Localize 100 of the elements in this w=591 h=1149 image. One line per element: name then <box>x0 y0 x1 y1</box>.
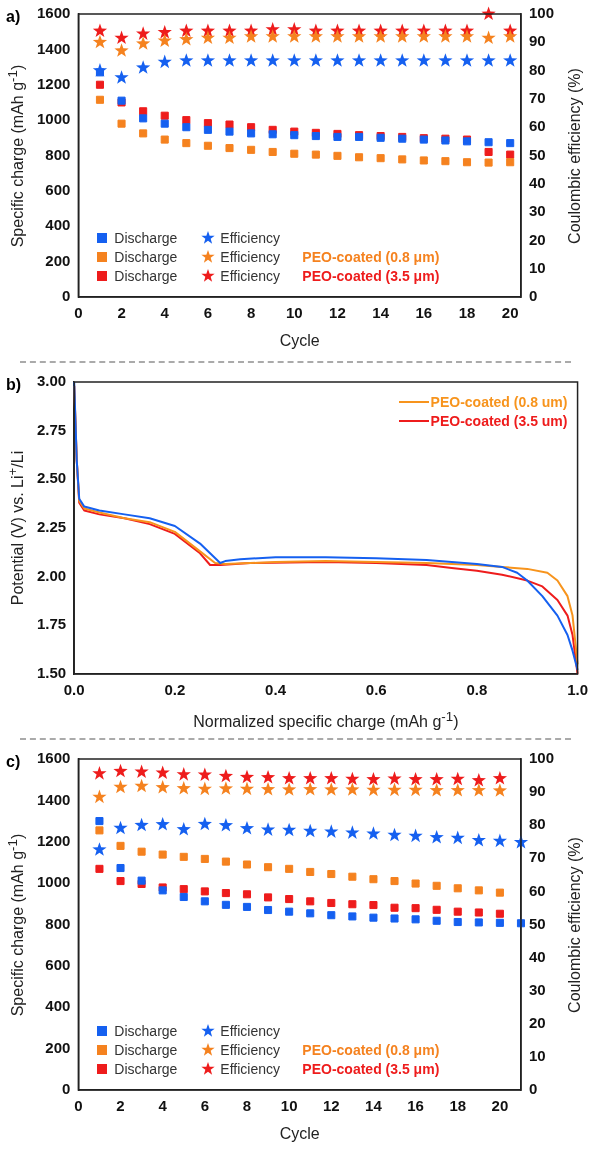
y2-tick-label: 20 <box>528 1013 546 1031</box>
x-tick-label: 14 <box>372 304 390 322</box>
y2-tick-label: 40 <box>528 173 546 191</box>
y2-tick-label: 50 <box>528 145 546 163</box>
y2-tick-label: 100 <box>528 4 554 22</box>
legend-label: PEO-coated (3.5 um) <box>430 412 568 429</box>
legend-label: Discharge <box>114 1022 179 1039</box>
x-tick-label: 1.0 <box>567 681 588 699</box>
y-tick-label: 600 <box>45 956 71 974</box>
y-tick-label: 1400 <box>36 39 71 57</box>
legend-label: Efficiency <box>220 267 282 284</box>
y2-tick-label: 80 <box>528 815 546 833</box>
x-tick-label: 4 <box>158 1097 168 1115</box>
y-tick-label: 1200 <box>36 831 71 849</box>
x-tick-label: 16 <box>415 304 433 322</box>
chart-title: c) <box>6 753 21 771</box>
x-axis-title: Cycle <box>279 1125 320 1143</box>
annotation: PEO-coated (0.8 μm) <box>302 248 440 265</box>
legend-label: Discharge <box>114 1060 179 1077</box>
y2-axis-title: Coulombic efficiency (%) <box>566 836 584 1013</box>
x-tick-label: 14 <box>365 1097 383 1115</box>
y-tick-label: 1600 <box>36 4 71 22</box>
y2-tick-label: 70 <box>528 89 546 107</box>
legend-label: Efficiency <box>220 1022 282 1039</box>
x-tick-label: 0.2 <box>164 681 186 699</box>
y-tick-label: 2.50 <box>36 469 67 487</box>
x-tick-label: 20 <box>501 304 519 322</box>
y2-tick-label: 60 <box>528 881 546 899</box>
y2-tick-label: 10 <box>528 258 546 276</box>
y-tick-label: 0 <box>62 287 71 305</box>
legend-label: Efficiency <box>220 229 282 246</box>
x-tick-label: 18 <box>449 1097 467 1115</box>
y2-axis-title: Coulombic efficiency (%) <box>566 67 584 244</box>
x-tick-label: 10 <box>280 1097 298 1115</box>
legend-label: PEO-coated (0.8 um) <box>430 393 568 410</box>
annotation: PEO-coated (3.5 μm) <box>302 1060 440 1077</box>
x-tick-label: 0 <box>74 1097 83 1115</box>
x-tick-label: 4 <box>160 304 170 322</box>
legend-label: Efficiency <box>220 1060 282 1077</box>
x-tick-label: 8 <box>242 1097 252 1115</box>
y2-tick-label: 0 <box>528 1080 538 1098</box>
y2-tick-label: 70 <box>528 848 546 866</box>
x-tick-label: 12 <box>329 304 346 322</box>
x-tick-label: 12 <box>322 1097 340 1115</box>
x-tick-label: 0.4 <box>265 681 287 699</box>
legend-label: Discharge <box>114 1041 179 1058</box>
y2-tick-label: 30 <box>528 980 546 998</box>
y-tick-label: 200 <box>45 251 71 269</box>
x-tick-label: 18 <box>458 304 476 322</box>
chart-title: a) <box>6 8 21 26</box>
y-tick-label: 2.00 <box>36 566 67 584</box>
legend-label: Discharge <box>114 248 179 265</box>
y2-tick-label: 90 <box>528 782 546 800</box>
legend-label: Discharge <box>114 267 179 284</box>
y2-tick-label: 80 <box>528 60 546 78</box>
y-tick-label: 1.75 <box>36 615 67 633</box>
y-tick-label: 2.75 <box>36 420 67 438</box>
y-tick-label: 1.50 <box>36 664 67 682</box>
y-tick-label: 1000 <box>36 873 71 891</box>
x-tick-label: 0 <box>74 304 83 322</box>
y-tick-label: 400 <box>45 216 71 234</box>
y2-tick-label: 90 <box>528 32 546 50</box>
x-tick-label: 0.0 <box>63 681 85 699</box>
annotation: PEO-coated (3.5 μm) <box>302 267 440 284</box>
y-tick-label: 200 <box>45 1038 71 1056</box>
x-tick-label: 10 <box>285 304 303 322</box>
y2-tick-label: 60 <box>528 117 546 135</box>
y-tick-label: 2.25 <box>36 518 67 536</box>
x-tick-label: 8 <box>246 304 256 322</box>
y2-tick-label: 20 <box>528 230 546 248</box>
legend-label: Efficiency <box>220 248 282 265</box>
y-tick-label: 1600 <box>36 749 71 767</box>
y-tick-label: 3.00 <box>36 372 67 390</box>
x-axis-title: Normalized specific charge (mAh g$^{-1}$) <box>193 709 459 732</box>
y-tick-label: 1200 <box>36 74 71 92</box>
legend-label: Discharge <box>114 229 179 246</box>
y-tick-label: 1000 <box>36 110 71 128</box>
y-tick-label: 800 <box>45 145 71 163</box>
x-tick-label: 20 <box>491 1097 509 1115</box>
y-tick-label: 800 <box>45 914 71 932</box>
y-tick-label: 400 <box>45 997 71 1015</box>
y2-tick-label: 50 <box>528 914 546 932</box>
y2-tick-label: 30 <box>528 202 546 220</box>
y2-tick-label: 0 <box>528 287 538 305</box>
y-tick-label: 600 <box>45 181 71 199</box>
y-tick-label: 0 <box>62 1080 71 1098</box>
x-tick-label: 2 <box>116 1097 125 1115</box>
x-tick-label: 0.6 <box>365 681 387 699</box>
x-axis-title: Cycle <box>279 332 320 350</box>
y-tick-label: 1400 <box>36 790 71 808</box>
annotation: PEO-coated (0.8 μm) <box>302 1041 440 1058</box>
y2-tick-label: 40 <box>528 947 546 965</box>
y2-tick-label: 10 <box>528 1047 546 1065</box>
x-tick-label: 6 <box>200 1097 209 1115</box>
chart-title: b) <box>6 376 22 394</box>
x-tick-label: 6 <box>203 304 213 322</box>
x-tick-label: 2 <box>117 304 126 322</box>
x-tick-label: 0.8 <box>466 681 488 699</box>
y2-tick-label: 100 <box>528 749 554 767</box>
legend-label: Efficiency <box>220 1041 282 1058</box>
